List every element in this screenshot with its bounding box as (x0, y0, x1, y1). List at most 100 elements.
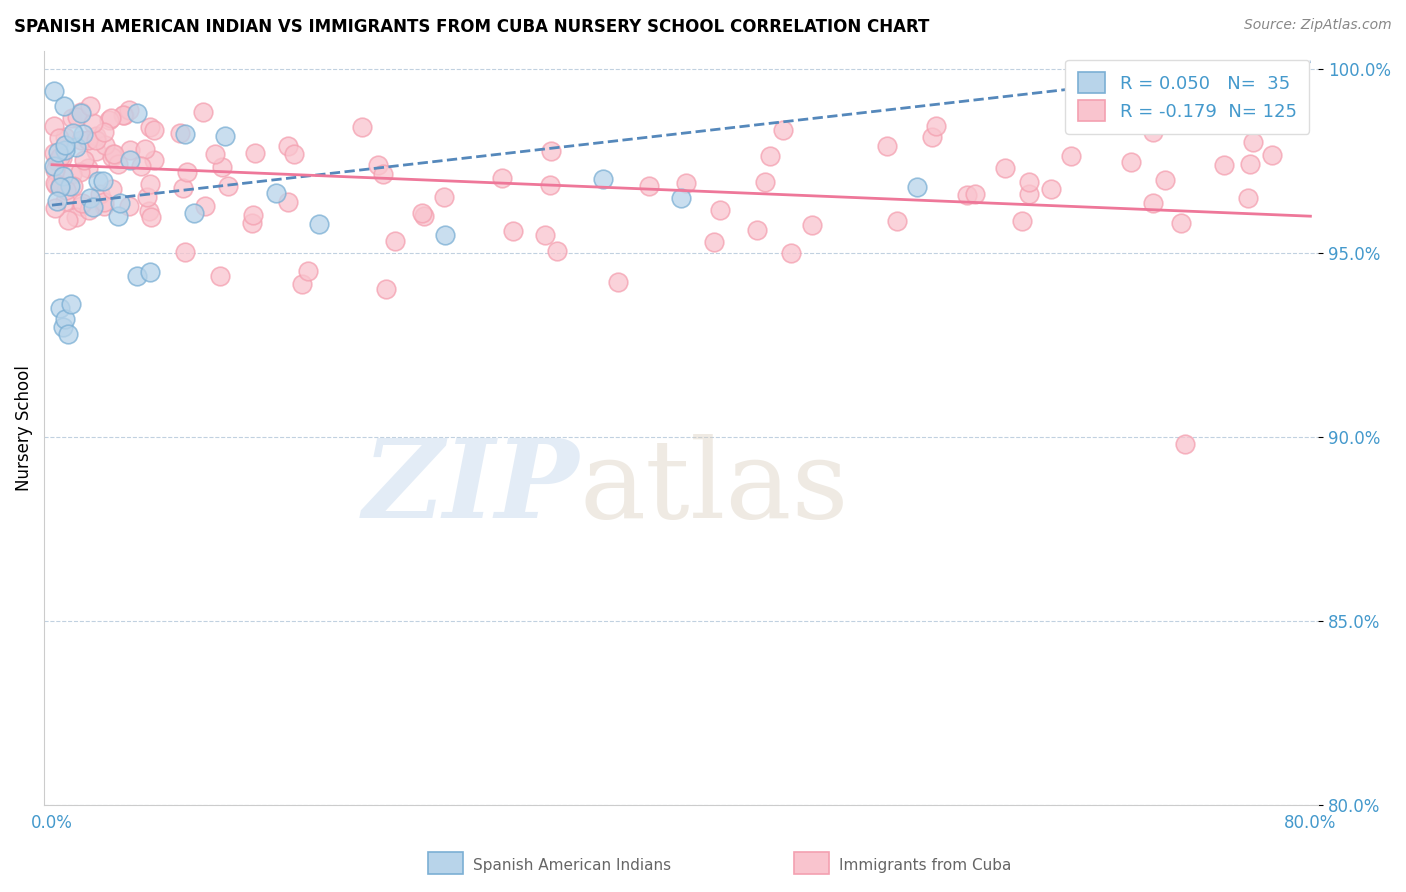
Point (703, 235, 725, 249)
Point (540, 144, 562, 158)
Point (772, 123, 794, 137)
Point (94, 137, 117, 152)
Point (44, 176, 66, 190)
Point (93, 125, 115, 139)
Point (136, 189, 159, 203)
Point (1220, 73, 1243, 87)
Point (84, 145, 107, 159)
Point (45, 154, 67, 169)
Point (138, 265, 160, 279)
Point (994, 161, 1017, 175)
Point (1241, 135, 1264, 149)
Point (49, 180, 72, 194)
Text: SPANISH AMERICAN INDIAN VS IMMIGRANTS FROM CUBA NURSERY SCHOOL CORRELATION CHART: SPANISH AMERICAN INDIAN VS IMMIGRANTS FR… (14, 18, 929, 36)
Point (1018, 186, 1040, 201)
Point (100, 111, 122, 125)
Point (112, 108, 135, 122)
Point (217, 178, 239, 193)
Point (60, 168, 83, 182)
Point (72, 196, 94, 211)
Point (48, 131, 70, 145)
Point (59, 178, 82, 193)
Point (65, 210, 87, 224)
Point (48, 145, 70, 160)
Point (42, 119, 65, 133)
Point (169, 126, 191, 140)
Point (533, 227, 555, 242)
Point (52, 319, 75, 334)
Point (93, 199, 115, 213)
Point (297, 264, 319, 278)
Point (60, 111, 83, 125)
Point (1260, 147, 1282, 161)
Point (669, 191, 692, 205)
Point (142, 153, 165, 168)
Point (91, 174, 114, 188)
Point (1142, 125, 1164, 139)
Point (118, 199, 141, 213)
Point (1237, 191, 1260, 205)
Point (433, 189, 456, 203)
Point (963, 186, 986, 201)
Point (44, 201, 66, 215)
Point (77, 161, 100, 175)
Point (97, 113, 120, 128)
Point (413, 209, 436, 223)
Point (139, 177, 162, 191)
Point (70, 104, 93, 119)
Point (176, 165, 198, 179)
Point (384, 235, 406, 249)
Point (49, 179, 72, 194)
Point (62, 178, 84, 193)
Point (139, 210, 162, 224)
Point (53, 143, 76, 157)
Point (79, 192, 101, 206)
Point (1060, 148, 1083, 162)
Point (125, 268, 148, 283)
Point (211, 160, 233, 174)
Point (540, 178, 562, 193)
Point (183, 205, 205, 219)
Point (592, 172, 614, 186)
Point (191, 104, 214, 119)
Point (45, 178, 67, 193)
Point (93, 195, 115, 210)
Point (51, 151, 73, 165)
Legend: R = 0.050   N=  35, R = -0.179  N= 125: R = 0.050 N= 35, R = -0.179 N= 125 (1066, 60, 1309, 134)
Point (1011, 213, 1033, 227)
Point (101, 150, 124, 164)
Point (546, 244, 568, 259)
Point (73, 153, 96, 168)
Point (308, 217, 330, 231)
Point (375, 283, 398, 297)
Point (491, 171, 513, 186)
Point (1040, 182, 1063, 196)
Point (87, 174, 110, 188)
Y-axis label: Nursery School: Nursery School (15, 365, 32, 491)
Point (745, 223, 768, 237)
Point (103, 147, 125, 161)
Point (134, 142, 156, 156)
Point (1239, 157, 1261, 171)
Point (120, 143, 142, 157)
Point (264, 186, 287, 200)
Point (277, 139, 299, 153)
Point (49, 150, 72, 164)
Point (240, 216, 263, 230)
Point (42, 159, 65, 173)
Point (62, 126, 84, 140)
Point (243, 146, 266, 161)
Point (277, 195, 299, 210)
Text: Immigrants from Cuba: Immigrants from Cuba (838, 858, 1011, 872)
Point (53, 138, 76, 153)
Text: ZIP: ZIP (363, 434, 579, 541)
Point (1153, 173, 1175, 187)
Point (434, 227, 457, 242)
Text: atlas: atlas (579, 434, 849, 541)
Point (77, 203, 100, 218)
Point (367, 158, 389, 172)
Point (675, 176, 697, 190)
Point (53, 194, 76, 208)
Text: Spanish American Indians: Spanish American Indians (472, 858, 671, 872)
Point (65, 140, 87, 154)
